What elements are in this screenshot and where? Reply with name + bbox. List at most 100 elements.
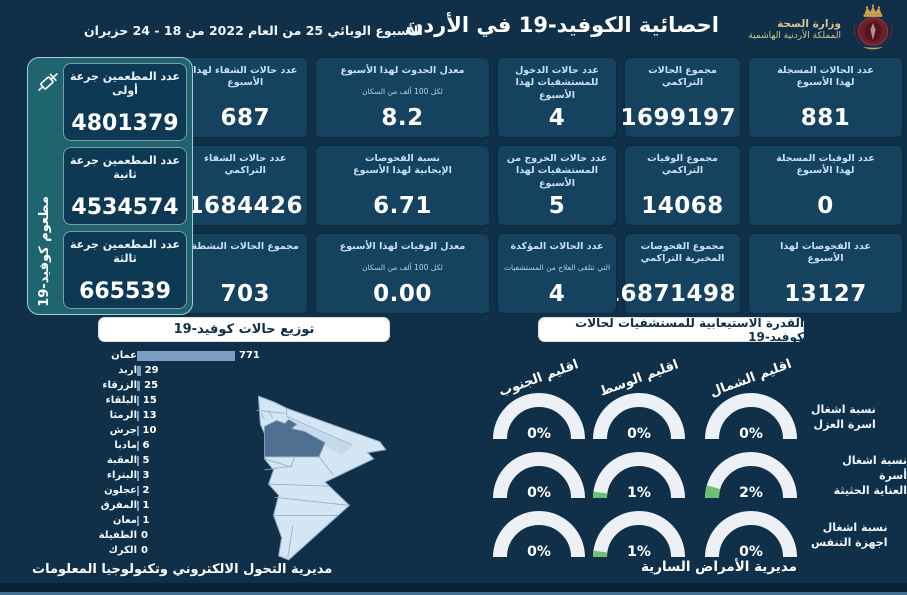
vaccination-card-label: عدد المطعمين جرعة أولى (69, 70, 181, 97)
bar-value-label: 3 (142, 470, 150, 481)
gauge-value-label: 0% (527, 544, 551, 560)
bar-value-label: 5 (142, 455, 150, 466)
capacity-gauge: 0% (493, 452, 585, 501)
bar-category-label: الكرك (108, 545, 137, 556)
stat-card: عدد حالات الدخول للمستشفيات لهذا الأسبوع… (497, 57, 617, 138)
bar-value-label: 10 (142, 425, 157, 436)
stat-card-sublabel: لكل 100 ألف من السكان (362, 263, 443, 273)
capacity-gauge-cell: 0% (589, 388, 689, 447)
stat-card-label: عدد الحالات المؤكدة (510, 241, 604, 252)
stat-card-label: مجموع الحالات التراكمي (648, 65, 717, 89)
bar-row: العقبة 5 (86, 453, 386, 468)
amman-region (264, 418, 326, 458)
bar-row: الزرقاء 25 (86, 378, 386, 393)
capacity-grid: اقليم الشمال اقليم الوسط اقليم الجنوب نسبة … (492, 346, 907, 565)
stat-card-value: 703 (220, 281, 270, 307)
stat-card-label: عدد الفحوصات لهذا الأسبوع (780, 241, 871, 265)
gauge-value-label: 0% (739, 544, 763, 560)
stat-card-value: 4 (548, 281, 566, 307)
gauge-value-label: 0% (739, 426, 763, 442)
bar-value-label: 1 (142, 515, 150, 526)
capacity-row-label: نسبة اشغال أسرة العناية الحثيثة (833, 454, 907, 497)
bar-row: الرمثا 13 (86, 408, 386, 423)
stat-card: مجموع الفحوصات المخبرية التراكمي 16871498 (604, 233, 741, 314)
vaccination-card-label: عدد المطعمين جرعة ثانية (69, 154, 181, 181)
bar-category-label: العقبة (106, 455, 137, 466)
epi-week-label: الأسبوع الوبائي 25 من العام 2022 من 18 -… (84, 23, 423, 38)
capacity-gauge-cell: 0% (701, 506, 801, 565)
capacity-gauge: 1% (593, 511, 685, 560)
ministry-kingdom: المملكة الأردنية الهاشمية (748, 30, 841, 41)
capacity-gauge: 0% (705, 393, 797, 442)
stat-card-label: عدد حالات الشفاء لهذا الأسبوع (193, 65, 298, 89)
stat-card-value: 1699197 (620, 105, 736, 131)
bar-category-label: اربد (118, 365, 137, 376)
capacity-gauge-cell: 2% (701, 447, 801, 506)
vaccination-cards: عدد المطعمين جرعة أولى 4801379 عدد المطعمي… (63, 63, 187, 309)
stat-card: عدد حالات الشفاء التراكمي 1684426 (182, 145, 308, 226)
capacity-row-label: نسبة اشغال اسرة العزل (811, 402, 876, 431)
bar-value-label: 13 (142, 410, 157, 421)
bar-value-label: 29 (144, 365, 159, 376)
capacity-gauge-cell: 0% (701, 388, 801, 447)
stat-card-label: مجموع الفحوصات المخبرية التراكمي (640, 241, 725, 265)
jordan-map (228, 386, 398, 570)
bar-rect (137, 500, 139, 511)
stat-card: عدد الفحوصات لهذا الأسبوع 13127 (748, 233, 903, 314)
stat-card-sublabel: التي تتلقى العلاج من المستشفيات (503, 263, 611, 273)
bar-rect (137, 515, 139, 526)
stat-card-label: عدد حالات الخروج من المستشفيات لهذا الأس… (506, 153, 608, 189)
stat-card-value: 687 (220, 105, 270, 131)
bar-value-label: 0 (141, 545, 148, 556)
stat-card-label: معدل الحدوث لهذا الأسبوع (340, 65, 465, 76)
governorate-bar-chart: عمان 771 اربد 29 الزرقاء 25 البلقاء 15 الرمثا 13 ج… (86, 348, 386, 558)
capacity-gauge-cell: 0% (489, 447, 589, 506)
gauge-value-label: 2% (739, 485, 763, 501)
bar-category-label: الطفيلة (98, 530, 137, 541)
stat-card-label: مجموع الحالات النشطة (191, 241, 299, 252)
stat-card: معدل الوفيات لهذا الأسبوع لكل 100 ألف من … (315, 233, 490, 314)
ministry-logo-block: وزارة الصحة المملكة الأردنية الهاشمية (748, 4, 899, 56)
bar-category-label: الرمثا (109, 410, 137, 421)
stat-card-label: نسبة الفحوصات الإيجابية لهذا الأسبوع (353, 153, 452, 177)
capacity-gauge: 0% (593, 393, 685, 442)
gauge-value-label: 1% (627, 485, 651, 501)
capacity-gauge: 0% (705, 511, 797, 560)
footer-it-directorate: مديرية التحول الالكتروني وتكنولوجيا المع… (32, 562, 333, 577)
stat-card-value: 8.2 (381, 105, 424, 131)
capacity-gauge-cell: 1% (589, 506, 689, 565)
stat-card: عدد الوفيات المسجلة لهذا الأسبوع 0 (748, 145, 903, 226)
gauge-value-label: 0% (627, 426, 651, 442)
vaccination-vertical-label: مطعوم كوفيد-19 (37, 196, 52, 307)
bar-rect (137, 350, 235, 361)
stat-card: عدد حالات الشفاء لهذا الأسبوع 687 (182, 57, 308, 138)
vaccination-card: عدد المطعمين جرعة ثالثة 665539 (63, 231, 187, 309)
bar-value-label: 1 (142, 500, 150, 511)
bar-category-label: عمان (111, 350, 137, 361)
bar-value-label: 0 (141, 530, 148, 541)
bar-value-label: 15 (142, 395, 157, 406)
ministry-name: وزارة الصحة (777, 17, 841, 30)
bar-category-label: الزرقاء (102, 380, 137, 391)
stat-card-value: 14068 (641, 193, 724, 219)
bar-row: عمان 771 (86, 348, 386, 363)
zarqa-region (290, 419, 354, 455)
footer-diseases-directorate: مديرية الأمراض السارية (640, 559, 797, 575)
stat-card: عدد الحالات المؤكدة التي تتلقى العلاج من … (497, 233, 617, 314)
bar-row: مادبا 6 (86, 438, 386, 453)
stat-card: معدل الحدوث لهذا الأسبوع لكل 100 ألف من ا… (315, 57, 490, 138)
bar-value-label: 2 (142, 485, 150, 496)
bar-rect (137, 440, 139, 451)
bottom-line (0, 592, 907, 595)
bar-row: عجلون 2 (86, 483, 386, 498)
bar-rect (137, 455, 139, 466)
distribution-title: توزيع حالات كوفيد-19 (98, 317, 390, 342)
jordan-coat-of-arms-icon (847, 4, 899, 56)
vaccination-card-value: 4534574 (71, 195, 179, 220)
bar-row: معان 1 (86, 513, 386, 528)
vaccination-card: عدد المطعمين جرعة أولى 4801379 (63, 63, 187, 141)
gauge-value-label: 0% (527, 426, 551, 442)
stat-card-value: 13127 (784, 281, 867, 307)
stat-card-value: 1684426 (187, 193, 303, 219)
bar-rect (137, 395, 139, 406)
